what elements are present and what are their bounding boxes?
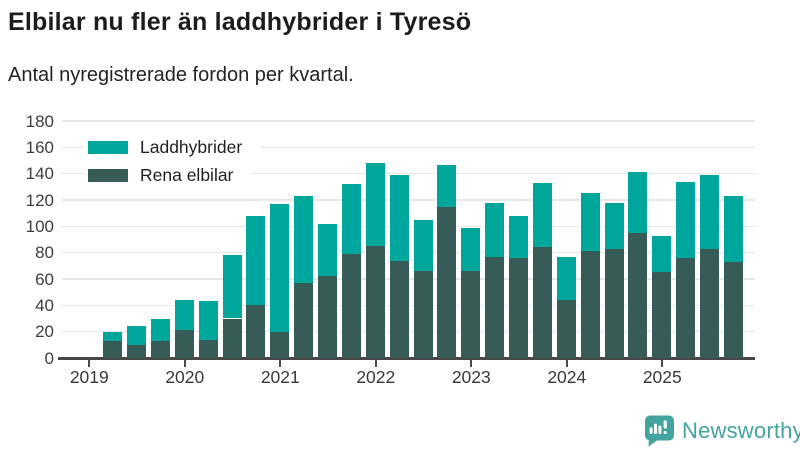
x-axis-line (58, 357, 755, 360)
bar-2019-q3-segment-laddhybrider (127, 326, 147, 345)
x-axis-label: 2022 (356, 367, 396, 387)
bar-2021-q4-segment-laddhybrider (341, 184, 361, 254)
bar-2022-q1-segment-laddhybrider (365, 163, 385, 247)
x-axis-label: 2025 (642, 367, 682, 387)
bar-2021-q4-segment-rena-elbilar (341, 254, 361, 358)
bar-2019-q3-segment-rena-elbilar (127, 344, 147, 358)
bar-2023-q1-segment-rena-elbilar (461, 271, 481, 358)
bar-2025-q3-segment-rena-elbilar (700, 248, 719, 358)
bar-2020-q1-segment-rena-elbilar (174, 330, 194, 358)
gridline (62, 172, 755, 175)
gridline (62, 120, 755, 122)
x-axis-label: 2020 (165, 367, 205, 387)
bar-2025-q2-segment-laddhybrider (676, 181, 696, 258)
bar-2025-q1-segment-laddhybrider (652, 235, 672, 273)
bar-2023-q4-segment-rena-elbilar (532, 247, 552, 358)
bar-2022-q4-segment-rena-elbilar (437, 206, 457, 358)
bar-2025-q1-segment-rena-elbilar (652, 272, 672, 358)
bar-2024-q4-segment-laddhybrider (628, 172, 648, 233)
bar-2022-q4-segment-laddhybrider (437, 164, 457, 207)
bar-2020-q2-segment-rena-elbilar (198, 339, 218, 358)
x-axis-label: 2019 (69, 367, 109, 387)
legend-label: Laddhybrider (140, 136, 243, 157)
bar-2024-q2-segment-rena-elbilar (580, 251, 600, 358)
bar-2023-q2-segment-laddhybrider (485, 202, 505, 257)
y-axis-label: 0 (44, 348, 54, 368)
bar-2020-q3-segment-rena-elbilar (222, 318, 242, 358)
brand-name: Newsworthy (682, 417, 800, 443)
newsworthy-logo[interactable]: Newsworthy (643, 414, 800, 447)
x-axis-tick (279, 359, 282, 367)
bar-2022-q2-segment-laddhybrider (389, 175, 409, 261)
bar-2019-q2-segment-rena-elbilar (103, 340, 123, 358)
legend-swatch-laddhybrider (88, 140, 128, 154)
bar-2022-q1-segment-rena-elbilar (365, 246, 385, 358)
y-axis-label: 100 (25, 216, 54, 236)
bar-2021-q3-segment-laddhybrider (318, 223, 338, 277)
bar-2025-q3-segment-laddhybrider (700, 175, 719, 249)
bar-2022-q3-segment-laddhybrider (413, 219, 433, 272)
bar-2020-q4-segment-laddhybrider (246, 215, 266, 306)
legend-item-rena-elbilar: Rena elbilar (84, 164, 252, 186)
bar-2024-q2-segment-laddhybrider (580, 193, 600, 252)
y-axis-label: 20 (35, 322, 54, 342)
bar-2023-q2-segment-rena-elbilar (485, 256, 505, 358)
bar-2024-q4-segment-rena-elbilar (628, 232, 648, 358)
bar-2023-q3-segment-laddhybrider (509, 215, 528, 258)
y-axis-label: 80 (35, 243, 54, 263)
y-axis-label: 40 (35, 295, 54, 315)
x-axis-label: 2021 (260, 367, 300, 387)
y-axis-label: 140 (25, 164, 54, 184)
chart-subtitle: Antal nyregistrerade fordon per kvartal. (8, 64, 354, 86)
bar-chart-speech-bubble-icon (645, 415, 674, 447)
bar-2023-q4-segment-laddhybrider (532, 182, 552, 248)
bar-2019-q4-segment-laddhybrider (150, 318, 170, 341)
bar-2019-q4-segment-rena-elbilar (150, 340, 170, 358)
x-axis-tick (470, 359, 473, 367)
bar-2024-q3-segment-laddhybrider (604, 202, 624, 249)
x-axis-label: 2023 (451, 367, 491, 387)
bar-2021-q1-segment-rena-elbilar (270, 331, 290, 358)
bar-2024-q3-segment-rena-elbilar (604, 248, 624, 358)
bar-2019-q2-segment-laddhybrider (103, 331, 123, 341)
x-axis-label: 2024 (547, 367, 587, 387)
y-axis-label: 160 (25, 137, 54, 157)
bar-2021-q3-segment-rena-elbilar (318, 276, 338, 358)
x-axis-tick (88, 359, 91, 367)
legend-swatch-rena-elbilar (88, 168, 128, 182)
bar-2024-q1-segment-laddhybrider (556, 256, 576, 301)
bar-2024-q1-segment-rena-elbilar (556, 300, 576, 358)
bar-2023-q1-segment-laddhybrider (461, 227, 481, 272)
bar-2025-q4-segment-rena-elbilar (723, 261, 743, 358)
bar-2025-q2-segment-rena-elbilar (676, 257, 696, 358)
bar-2020-q3-segment-laddhybrider (222, 255, 242, 319)
x-axis-tick (374, 359, 377, 367)
legend-label: Rena elbilar (140, 164, 234, 185)
bar-2020-q4-segment-rena-elbilar (246, 305, 266, 358)
x-axis-tick (565, 359, 568, 367)
legend-item-laddhybrider: Laddhybrider (84, 136, 261, 158)
bar-2021-q1-segment-laddhybrider (270, 204, 290, 332)
bar-2022-q2-segment-rena-elbilar (389, 260, 409, 358)
y-axis-label: 120 (25, 190, 54, 210)
gridline (62, 146, 755, 149)
y-axis-label: 180 (25, 111, 54, 131)
x-axis-tick (661, 359, 664, 367)
bar-2023-q3-segment-rena-elbilar (509, 257, 528, 358)
y-axis-label: 60 (35, 269, 54, 289)
bar-2020-q1-segment-laddhybrider (174, 300, 194, 331)
bar-2021-q2-segment-rena-elbilar (294, 282, 314, 358)
x-axis-tick (183, 359, 186, 367)
bar-2025-q4-segment-laddhybrider (723, 196, 743, 262)
bar-2022-q3-segment-rena-elbilar (413, 271, 433, 358)
bar-2020-q2-segment-laddhybrider (198, 301, 218, 340)
page-title: Elbilar nu fler än laddhybrider i Tyresö (8, 8, 472, 36)
bar-2021-q2-segment-laddhybrider (294, 196, 314, 283)
